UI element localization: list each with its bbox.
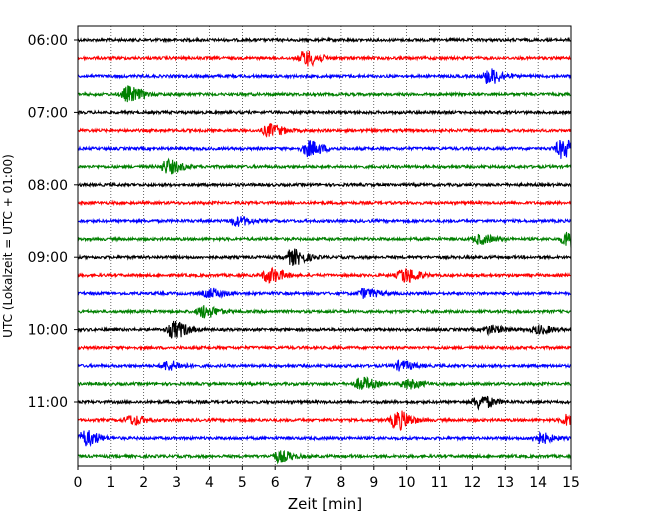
- seismic-trace: [77, 108, 572, 116]
- x-axis-label: Zeit [min]: [288, 495, 362, 513]
- seismic-trace: [77, 231, 572, 248]
- x-axis-ticks: 0 1 2 3 4 5 6 7 8 9 10 11 12 13 14 15: [74, 466, 580, 491]
- seismic-trace: [77, 449, 572, 465]
- x-tick-label: 2: [139, 475, 148, 491]
- seismic-trace: [77, 266, 572, 284]
- x-tick-label: 3: [172, 475, 181, 491]
- seismic-trace: [77, 181, 572, 189]
- y-tick-label: 11:00: [28, 395, 68, 411]
- plot-background: [78, 26, 571, 466]
- seismic-trace: [77, 139, 572, 159]
- seismic-trace: [77, 344, 572, 352]
- seismic-trace: [77, 359, 572, 372]
- plot-frame: [77, 25, 572, 467]
- seismic-trace: [77, 85, 572, 103]
- seismic-trace: [77, 248, 572, 266]
- seismic-traces: [77, 36, 572, 465]
- x-tick-label: 7: [304, 475, 313, 491]
- x-tick-label: 12: [463, 475, 481, 491]
- seismic-trace: [77, 430, 572, 448]
- seismic-trace: [77, 287, 572, 299]
- x-tick-label: 14: [529, 475, 547, 491]
- y-tick-label: 10:00: [28, 323, 68, 339]
- x-tick-label: 9: [369, 475, 378, 491]
- seismic-trace: [77, 199, 572, 207]
- seismic-trace: [77, 410, 572, 431]
- x-tick-label: 13: [496, 475, 514, 491]
- seismic-trace: [77, 123, 572, 138]
- x-tick-label: 11: [431, 475, 449, 491]
- x-tick-label: 4: [205, 475, 214, 491]
- x-tick-label: 8: [336, 475, 345, 491]
- x-tick-label: 15: [562, 475, 580, 491]
- y-tick-label: 08:00: [28, 178, 68, 194]
- y-tick-label: 07:00: [28, 105, 68, 121]
- x-tick-label: 5: [238, 475, 247, 491]
- seismic-trace: [77, 50, 572, 68]
- x-tick-label: 6: [271, 475, 280, 491]
- x-tick-label: 10: [398, 475, 416, 491]
- y-axis-ticks: 06:00 07:00 08:00 09:00 10:00 11:00: [28, 33, 78, 411]
- y-tick-label: 09:00: [28, 250, 68, 266]
- seismic-trace: [77, 36, 572, 44]
- seismic-trace: [77, 376, 572, 391]
- x-tick-label: 0: [74, 475, 83, 491]
- y-axis-label: UTC (Lokalzeit = UTC + 01:00): [1, 154, 15, 338]
- y-tick-label: 06:00: [28, 33, 68, 49]
- x-tick-label: 1: [106, 475, 115, 491]
- seismic-trace: [77, 157, 572, 175]
- seismic-trace: [77, 395, 572, 411]
- seismic-trace: [77, 320, 572, 339]
- seismic-trace: [77, 215, 572, 227]
- vertical-grid: [110, 26, 539, 466]
- seismic-trace: [77, 305, 572, 319]
- seismic-trace: [77, 68, 572, 84]
